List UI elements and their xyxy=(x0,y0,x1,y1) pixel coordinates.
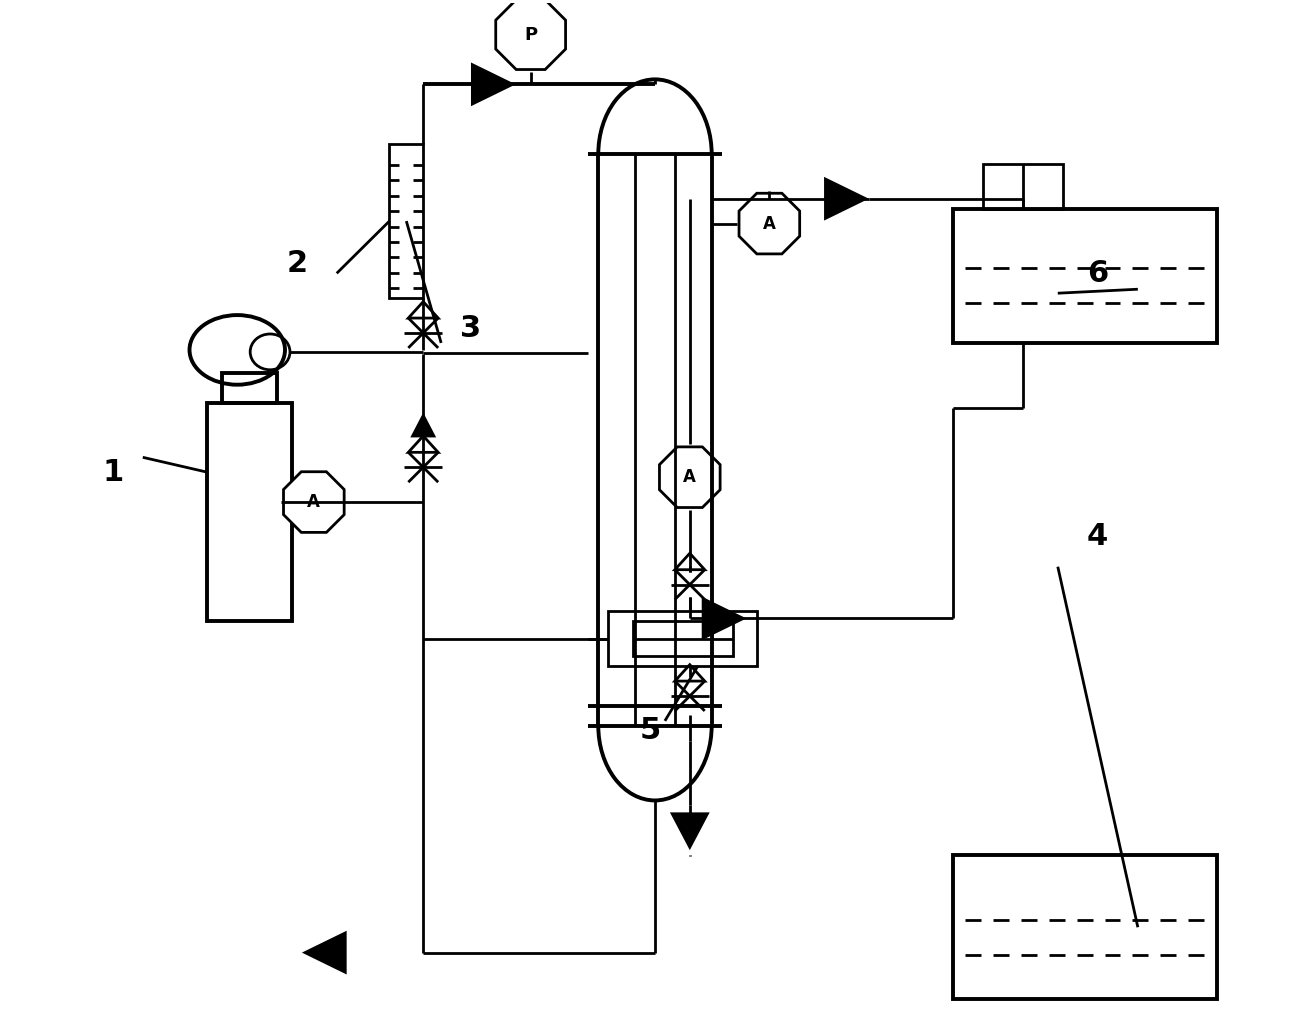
Polygon shape xyxy=(471,63,516,106)
Text: 6: 6 xyxy=(1087,259,1108,288)
Bar xyxy=(983,164,1062,208)
Bar xyxy=(608,611,758,667)
Bar xyxy=(633,621,733,656)
Text: 4: 4 xyxy=(1087,523,1108,551)
Text: A: A xyxy=(684,468,697,486)
Polygon shape xyxy=(302,930,346,975)
Text: A: A xyxy=(307,493,320,511)
Text: 2: 2 xyxy=(286,249,307,278)
Polygon shape xyxy=(284,471,344,532)
Text: 5: 5 xyxy=(639,716,660,746)
Text: 1: 1 xyxy=(103,458,124,487)
Bar xyxy=(953,208,1217,343)
Text: P: P xyxy=(525,26,538,43)
Polygon shape xyxy=(740,193,799,254)
Polygon shape xyxy=(702,597,746,640)
Bar xyxy=(223,373,277,403)
Polygon shape xyxy=(496,0,565,70)
Bar xyxy=(389,144,423,298)
Polygon shape xyxy=(410,413,436,438)
Polygon shape xyxy=(660,447,720,507)
Polygon shape xyxy=(824,177,868,221)
Text: A: A xyxy=(763,215,776,232)
Bar xyxy=(207,403,292,621)
Bar xyxy=(953,855,1217,999)
Polygon shape xyxy=(671,812,710,850)
Text: 3: 3 xyxy=(461,313,482,343)
